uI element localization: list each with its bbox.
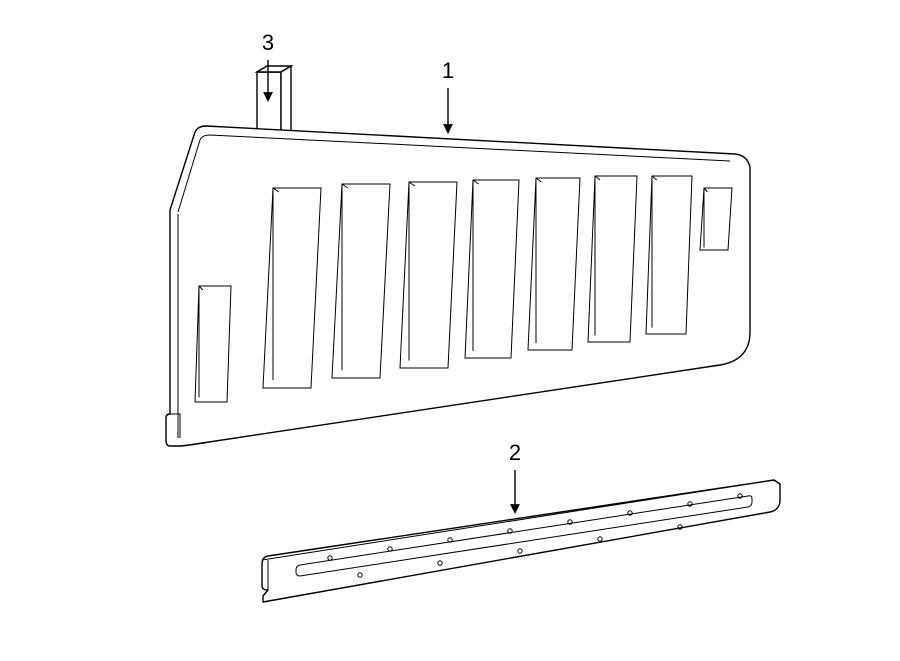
part-main-panel [166,126,750,446]
callout-label-2: 2 [509,440,521,465]
callout-label-1: 1 [442,58,454,83]
part-inset-block [257,66,291,136]
part-lower-strip [262,480,780,602]
callout-label-3: 3 [262,30,274,55]
parts-diagram: 1 2 3 [0,0,900,661]
